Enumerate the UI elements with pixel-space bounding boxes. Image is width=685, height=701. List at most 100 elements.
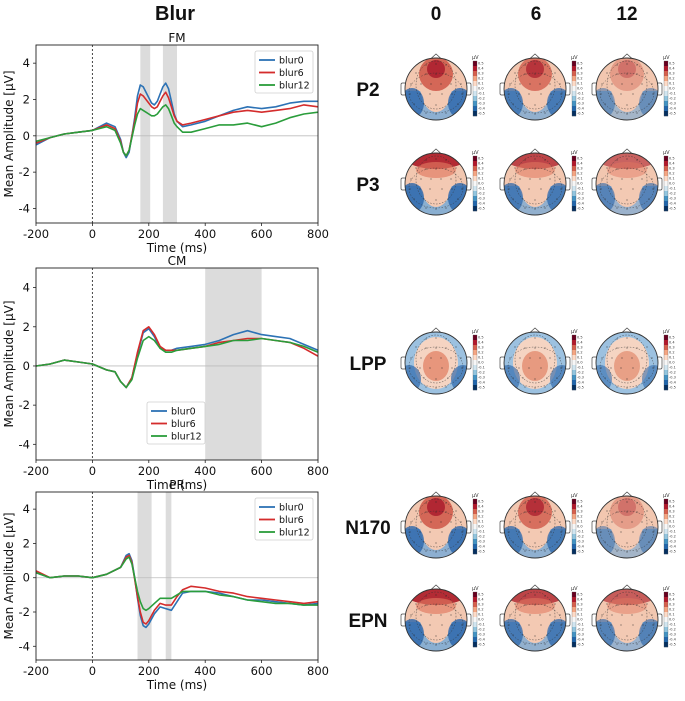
electrode xyxy=(611,521,613,523)
x-tick-label: 200 xyxy=(138,227,160,241)
colorbar-tick-label: 0.3 xyxy=(577,167,583,171)
electrode xyxy=(524,347,526,349)
colorbar-segment xyxy=(572,86,576,92)
colorbar: µV0.50.40.30.20.10.0-0.1-0.2-0.3-0.4-0.5 xyxy=(472,586,486,648)
legend-box xyxy=(254,497,314,541)
colorbar-segment xyxy=(664,524,668,530)
electrode xyxy=(450,178,452,180)
electrode xyxy=(651,614,653,616)
colorbar-segment xyxy=(473,186,477,192)
electrode xyxy=(601,614,603,616)
colorbar-tick-label: 0.2 xyxy=(577,608,583,612)
electrode xyxy=(509,178,511,180)
electrode xyxy=(642,93,644,95)
colorbar-tick-label: -0.1 xyxy=(669,187,676,191)
electrode xyxy=(519,614,521,616)
electrode xyxy=(631,178,633,180)
electrode xyxy=(616,643,618,645)
electrode xyxy=(460,521,462,523)
electrode xyxy=(425,386,427,388)
y-axis-label: Mean Amplitude [µV] xyxy=(2,300,16,427)
colorbar-segment xyxy=(664,186,668,192)
colorbar-tick-label: -0.4 xyxy=(577,381,585,385)
electrode xyxy=(606,603,608,605)
electrode xyxy=(435,644,437,646)
electrode xyxy=(420,83,422,85)
colorbar-segment xyxy=(664,101,668,107)
electrode xyxy=(641,357,643,359)
colorbar-tick-label: 0.3 xyxy=(669,603,675,607)
colorbar-tick-label: 0.0 xyxy=(669,618,675,622)
colorbar-tick-label: -0.3 xyxy=(478,633,485,637)
electrode xyxy=(508,624,510,626)
electrode xyxy=(419,531,421,533)
colorbar-segment xyxy=(473,549,477,555)
electrode xyxy=(631,521,633,523)
colorbar-segment xyxy=(473,86,477,92)
electrode xyxy=(636,338,638,340)
electrode xyxy=(447,541,449,543)
electrode xyxy=(636,502,638,504)
colorbar-frame xyxy=(663,334,669,391)
contour-line xyxy=(507,346,563,388)
electrode xyxy=(435,73,437,75)
electrode xyxy=(524,595,526,597)
electrode xyxy=(461,93,463,95)
plot-frame xyxy=(35,491,319,661)
nose xyxy=(529,327,541,333)
colorbar-segment xyxy=(473,534,477,540)
colorbar-tick-label: -0.2 xyxy=(478,628,485,632)
electrode xyxy=(642,367,644,369)
y-tick-label: 2 xyxy=(23,320,30,334)
scalp-map xyxy=(596,153,658,215)
colorbar-tick-label: -0.3 xyxy=(577,633,584,637)
electrode xyxy=(636,347,638,349)
colorbar-tick-label: 0.3 xyxy=(669,167,675,171)
legend-box xyxy=(146,401,206,445)
electrode xyxy=(620,188,622,190)
colorbar-segment xyxy=(664,171,668,177)
electrode xyxy=(539,614,541,616)
colorbar-segment xyxy=(473,365,477,371)
electrode xyxy=(425,643,427,645)
electrode xyxy=(546,198,548,200)
colorbar-segment xyxy=(473,607,477,613)
electrode xyxy=(642,531,644,533)
topomap-EPN-12: µV0.50.40.30.20.10.0-0.1-0.2-0.3-0.4-0.5 xyxy=(591,584,677,652)
electrode xyxy=(626,542,628,544)
contour-line xyxy=(507,510,563,552)
electrode xyxy=(413,103,415,105)
electrode xyxy=(460,614,462,616)
colorbar-segment xyxy=(572,111,576,117)
electrode xyxy=(457,377,459,379)
scalp-map xyxy=(504,153,566,215)
electrode xyxy=(429,93,431,95)
electrode xyxy=(559,83,561,85)
colorbar-tick-label: 0.5 xyxy=(577,500,583,504)
legend-label: blur0 xyxy=(171,406,196,417)
colorbar-tick-label: 0.5 xyxy=(577,62,583,66)
colorbar-segment xyxy=(664,365,668,371)
electrode xyxy=(410,178,412,180)
column-label: 12 xyxy=(616,4,637,25)
electrode xyxy=(559,357,561,359)
contour-line xyxy=(599,603,655,645)
colorbar-tick-label: -0.5 xyxy=(669,550,676,554)
electrode xyxy=(425,168,427,170)
colorbar-tick-label: 0.4 xyxy=(577,505,583,509)
colorbar-segment xyxy=(572,514,576,520)
scalp-peak xyxy=(505,153,565,169)
electrode xyxy=(611,614,613,616)
colorbar: µV0.50.40.30.20.10.0-0.1-0.2-0.3-0.4-0.5 xyxy=(571,55,585,117)
electrode xyxy=(616,386,618,388)
colorbar-segment xyxy=(664,544,668,550)
electrode xyxy=(445,168,447,170)
colorbar-segment xyxy=(473,632,477,638)
colorbar-segment xyxy=(572,196,576,202)
colorbar-tick-label: -0.5 xyxy=(478,112,485,116)
colorbar-segment xyxy=(664,96,668,102)
electrode xyxy=(413,541,415,543)
electrode xyxy=(409,188,411,190)
electrode xyxy=(534,199,536,201)
colorbar-segment xyxy=(473,191,477,197)
